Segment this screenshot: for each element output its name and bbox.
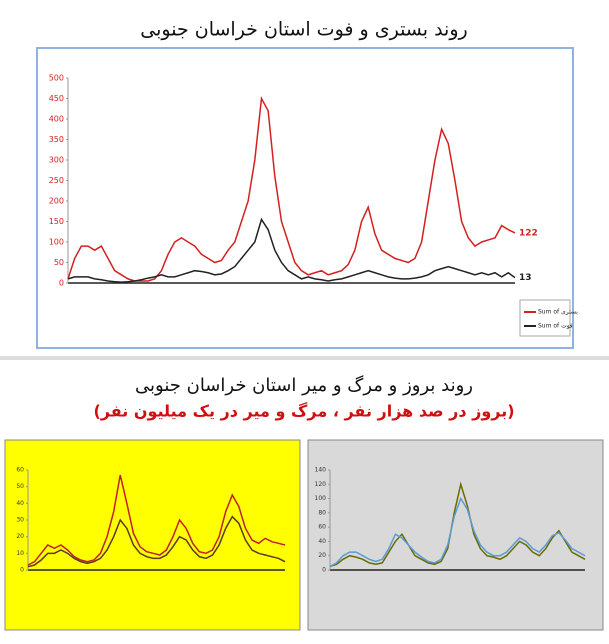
y-tick-label: 20 [16, 533, 24, 540]
subheading: (بروز در صد هزار نفر ، مرگ و میر در یک م… [93, 402, 514, 421]
y-tick-label: 100 [315, 495, 327, 502]
y-tick-label: 200 [49, 197, 64, 206]
y-tick-label: 10 [16, 550, 24, 557]
y-tick-label: 30 [16, 517, 24, 524]
y-tick-label: 0 [59, 279, 64, 288]
legend-box [519, 299, 571, 337]
y-tick-label: 50 [16, 483, 24, 490]
y-tick-label: 40 [318, 538, 326, 545]
series-line [67, 96, 516, 282]
y-tick-label: 450 [49, 94, 64, 103]
chart-title: روند بستری و فوت استان خراسان جنوبی [140, 19, 467, 41]
y-tick-label: 140 [315, 467, 327, 474]
heading: روند بروز و مرگ و میر استان خراسان جنوبی [135, 375, 473, 396]
y-tick-label: 250 [49, 176, 64, 185]
y-tick-label: 100 [49, 238, 64, 247]
y-tick-label: 150 [49, 217, 64, 226]
chart-frame [307, 439, 604, 631]
y-tick-label: 120 [315, 481, 327, 488]
series-line [67, 217, 516, 283]
y-tick-label: 60 [318, 524, 326, 531]
y-tick-label: 40 [16, 500, 24, 507]
y-tick-label: 60 [16, 467, 24, 474]
y-tick-label: 350 [49, 135, 64, 144]
y-tick-label: 400 [49, 115, 64, 124]
chart-frame [4, 439, 301, 631]
series-line [27, 515, 286, 568]
end-label: 13 [519, 273, 532, 283]
end-label: 122 [519, 228, 538, 238]
y-tick-label: 0 [20, 567, 24, 574]
y-tick-label: 0 [322, 567, 326, 574]
legend-label: Sum of بستری [538, 309, 578, 316]
chart-frame [36, 47, 574, 349]
series-line [27, 474, 286, 566]
y-tick-label: 50 [54, 258, 64, 267]
y-tick-label: 20 [318, 552, 326, 559]
legend-label: Sum of فوت [538, 323, 573, 330]
series-line [329, 496, 586, 568]
y-tick-label: 500 [49, 74, 64, 83]
y-tick-label: 80 [318, 509, 326, 516]
series-line [329, 481, 586, 568]
y-tick-label: 300 [49, 156, 64, 165]
